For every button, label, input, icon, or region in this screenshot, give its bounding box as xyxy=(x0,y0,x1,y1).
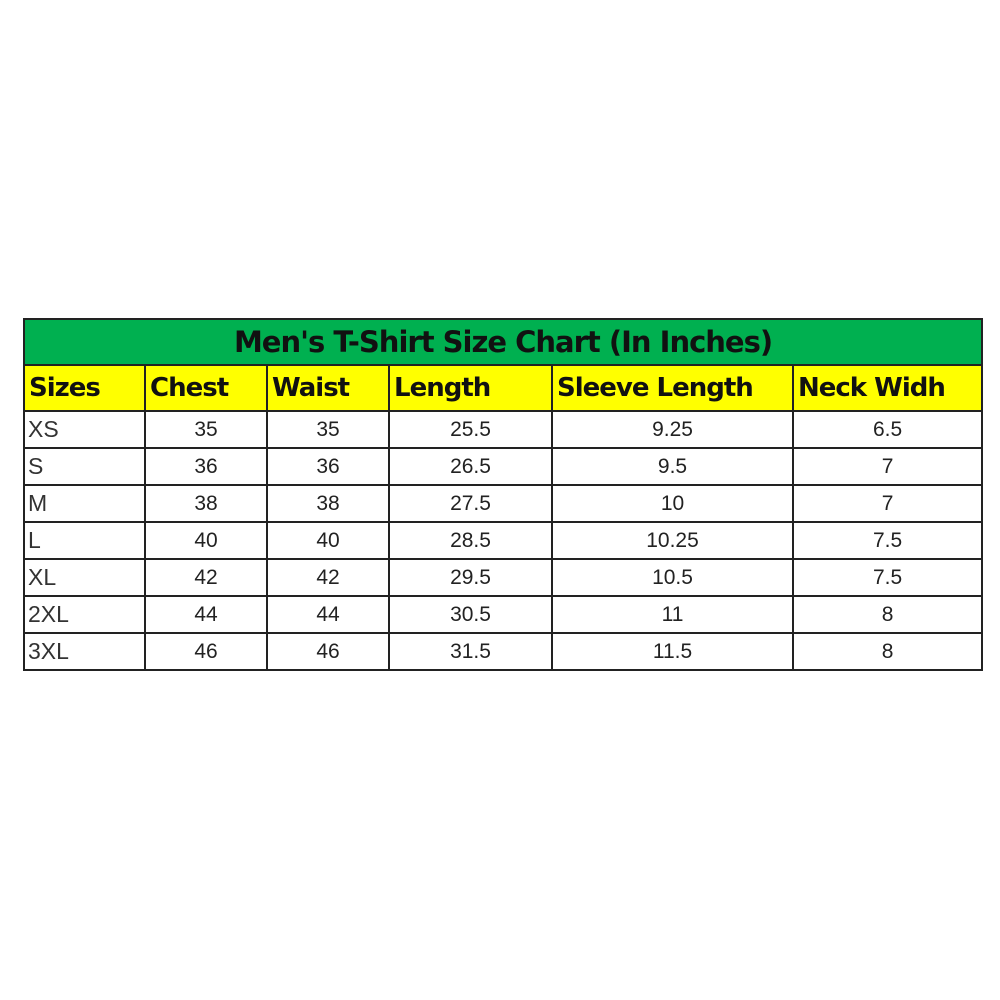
size-chart-table: Men's T-Shirt Size Chart (In Inches) Siz… xyxy=(22,318,984,671)
table-row: 2XL 44 44 30.5 11 8 xyxy=(23,595,984,634)
size-label: 3XL xyxy=(23,632,146,671)
measurement-cell: 40 xyxy=(266,521,390,560)
measurement-cell: 10.5 xyxy=(551,558,794,597)
column-header: Waist xyxy=(266,364,390,412)
table-row: XL 42 42 29.5 10.5 7.5 xyxy=(23,558,984,597)
measurement-cell: 46 xyxy=(144,632,268,671)
header-row: Sizes Chest Waist Length Sleeve Length Neck W… xyxy=(23,364,984,412)
column-header: Length xyxy=(388,364,553,412)
measurement-cell: 42 xyxy=(144,558,268,597)
column-header: Chest xyxy=(144,364,268,412)
measurement-cell: 6.5 xyxy=(791,410,984,449)
size-label: M xyxy=(23,484,146,523)
measurement-cell: 9.5 xyxy=(551,447,794,486)
measurement-cell: 9.25 xyxy=(551,410,794,449)
measurement-cell: 26.5 xyxy=(388,447,553,486)
measurement-cell: 35 xyxy=(266,410,390,449)
table-row: 3XL 46 46 31.5 11.5 8 xyxy=(23,632,984,671)
measurement-cell: 8 xyxy=(791,595,984,634)
measurement-cell: 10 xyxy=(551,484,794,523)
measurement-cell: 11 xyxy=(551,595,794,634)
measurement-cell: 36 xyxy=(144,447,268,486)
measurement-cell: 7.5 xyxy=(791,521,984,560)
measurement-cell: 46 xyxy=(266,632,390,671)
measurement-cell: 25.5 xyxy=(388,410,553,449)
table-row: L 40 40 28.5 10.25 7.5 xyxy=(23,521,984,560)
measurement-cell: 36 xyxy=(266,447,390,486)
measurement-cell: 38 xyxy=(144,484,268,523)
column-header: Neck Widh xyxy=(791,364,984,412)
measurement-cell: 10.25 xyxy=(551,521,794,560)
size-label: XL xyxy=(23,558,146,597)
measurement-cell: 11.5 xyxy=(551,632,794,671)
measurement-cell: 40 xyxy=(144,521,268,560)
table-row: S 36 36 26.5 9.5 7 xyxy=(23,447,984,486)
measurement-cell: 28.5 xyxy=(388,521,553,560)
measurement-cell: 44 xyxy=(144,595,268,634)
size-label: 2XL xyxy=(23,595,146,634)
measurement-cell: 31.5 xyxy=(388,632,553,671)
title-row: Men's T-Shirt Size Chart (In Inches) xyxy=(22,318,984,366)
measurement-cell: 44 xyxy=(266,595,390,634)
column-header: Sizes xyxy=(23,364,146,412)
table-title: Men's T-Shirt Size Chart (In Inches) xyxy=(22,318,984,366)
size-label: S xyxy=(23,447,146,486)
measurement-cell: 35 xyxy=(144,410,268,449)
measurement-cell: 7 xyxy=(791,447,984,486)
measurement-cell: 7.5 xyxy=(791,558,984,597)
table-row: M 38 38 27.5 10 7 xyxy=(23,484,984,523)
size-label: L xyxy=(23,521,146,560)
column-header: Sleeve Length xyxy=(551,364,794,412)
measurement-cell: 27.5 xyxy=(388,484,553,523)
table-row: XS 35 35 25.5 9.25 6.5 xyxy=(23,410,984,449)
measurement-cell: 29.5 xyxy=(388,558,553,597)
measurement-cell: 38 xyxy=(266,484,390,523)
size-label: XS xyxy=(23,410,146,449)
measurement-cell: 7 xyxy=(791,484,984,523)
measurement-cell: 30.5 xyxy=(388,595,553,634)
measurement-cell: 8 xyxy=(791,632,984,671)
measurement-cell: 42 xyxy=(266,558,390,597)
